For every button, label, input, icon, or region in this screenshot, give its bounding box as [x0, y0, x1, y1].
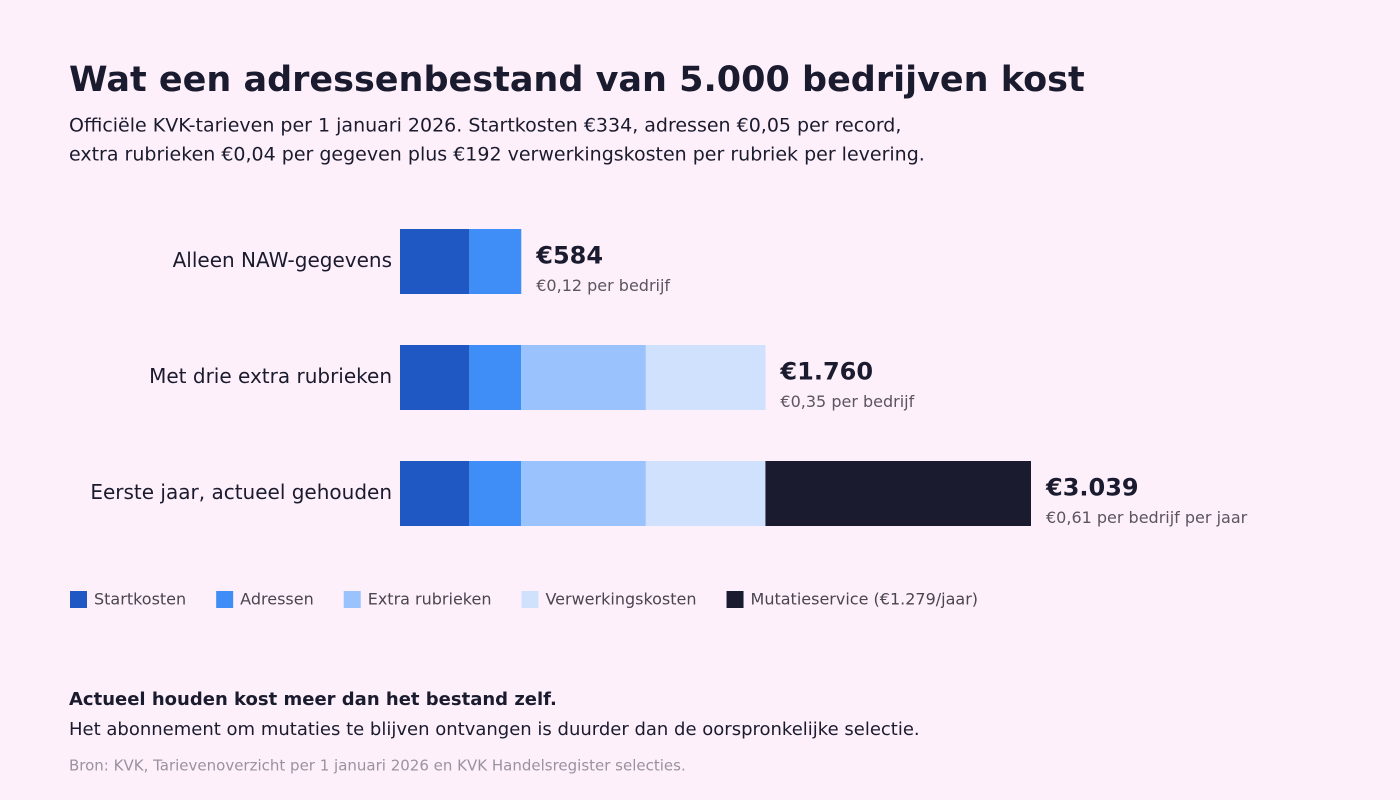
category-label: Alleen NAW-gegevens [173, 248, 392, 272]
category-label: Eerste jaar, actueel gehouden [90, 480, 392, 504]
legend-swatch [343, 591, 361, 608]
legend-label: Verwerkingskosten [545, 590, 696, 609]
bar-segment [645, 461, 766, 526]
total-label: €1.760 [779, 358, 873, 386]
bar-segment [469, 229, 522, 294]
bar-segment [765, 461, 1031, 526]
bar-segment [469, 461, 522, 526]
subtitle: Officiële KVK-tarieven per 1 januari 202… [69, 115, 901, 137]
chart-title: Wat een adressenbestand van 5.000 bedrij… [69, 60, 1085, 100]
total-label: €584 [535, 242, 603, 270]
bar-segment [469, 345, 522, 410]
subtitle: extra rubrieken €0,04 per gegeven plus €… [69, 144, 925, 166]
note-title: Actueel houden kost meer dan het bestand… [69, 689, 557, 710]
per-company-label: €0,35 per bedrijf [780, 392, 914, 411]
legend-label: Mutatieservice (€1.279/jaar) [751, 590, 978, 609]
source: Bron: KVK, Tarievenoverzicht per 1 janua… [69, 757, 686, 775]
bar-segment [400, 345, 470, 410]
per-company-label: €0,61 per bedrijf per jaar [1046, 508, 1248, 527]
bar-segment [645, 345, 766, 410]
bar-segment [400, 461, 470, 526]
legend-swatch [70, 591, 87, 608]
legend-label: Extra rubrieken [368, 590, 492, 609]
legend-swatch [726, 591, 744, 608]
bar-segment [521, 461, 646, 526]
total-label: €3.039 [1045, 474, 1139, 502]
bar-segment [521, 345, 646, 410]
category-label: Met drie extra rubrieken [149, 364, 392, 388]
note-text: Het abonnement om mutaties te blijven on… [69, 719, 920, 740]
bar-segment [400, 229, 470, 294]
per-company-label: €0,12 per bedrijf [536, 276, 670, 295]
legend-swatch [216, 591, 234, 608]
legend-label: Adressen [240, 590, 314, 609]
legend-swatch [521, 591, 539, 608]
legend-label: Startkosten [94, 590, 186, 609]
